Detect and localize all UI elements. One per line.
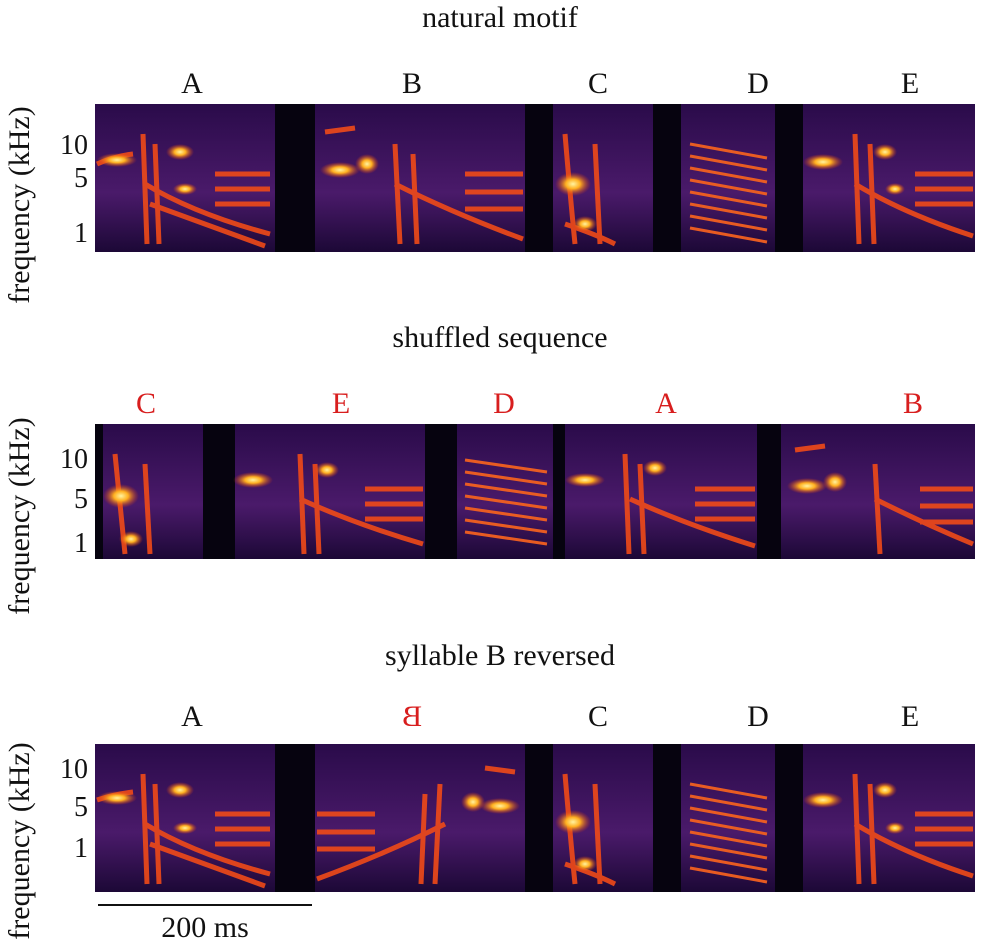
syllable-label-reversed: B xyxy=(402,700,423,733)
y-tick-label: 1 xyxy=(74,218,88,249)
y-axis-label: frequency (kHz) xyxy=(3,742,36,940)
syllable-label: E xyxy=(900,700,920,733)
syllable-label: A xyxy=(655,387,677,420)
syllable-label: C xyxy=(587,700,608,733)
syllable-label: A xyxy=(181,67,203,100)
y-tick-label: 5 xyxy=(74,792,88,823)
scale-bar-label: 200 ms xyxy=(161,911,249,944)
syllable-label: B xyxy=(401,67,422,100)
panel-title-syllable-b-reversed: syllable B reversed xyxy=(385,639,615,672)
panel-title-natural-motif: natural motif xyxy=(422,1,578,34)
syllable-label: E xyxy=(900,67,920,100)
panel-title-shuffled-sequence: shuffled sequence xyxy=(392,321,608,354)
syllable-label: D xyxy=(493,387,515,420)
spectrogram-image xyxy=(95,104,975,252)
syllable-label: B xyxy=(902,387,923,420)
syllable-label: C xyxy=(587,67,608,100)
syllable-label: A xyxy=(181,700,203,733)
y-tick-label: 10 xyxy=(60,754,88,785)
syllable-label: D xyxy=(747,700,769,733)
y-axis-label: frequency (kHz) xyxy=(3,417,36,615)
spectrogram-image xyxy=(95,744,975,892)
y-tick-label: 1 xyxy=(74,833,88,864)
y-tick-label: 5 xyxy=(74,484,88,515)
syllable-label: D xyxy=(747,67,769,100)
y-tick-label: 1 xyxy=(74,528,88,559)
scale-bar xyxy=(98,904,312,906)
spectrogram-shuffled-sequence xyxy=(95,424,975,559)
y-tick-label: 10 xyxy=(60,444,88,475)
y-tick-label: 10 xyxy=(60,130,88,161)
syllable-label: E xyxy=(331,387,351,420)
syllable-label: C xyxy=(135,387,156,420)
y-tick-label: 5 xyxy=(74,163,88,194)
y-axis-label: frequency (kHz) xyxy=(3,106,36,304)
spectrogram-natural-motif xyxy=(95,104,975,252)
spectrogram-syllable-b-reversed xyxy=(95,744,975,892)
spectrogram-image xyxy=(103,424,975,559)
